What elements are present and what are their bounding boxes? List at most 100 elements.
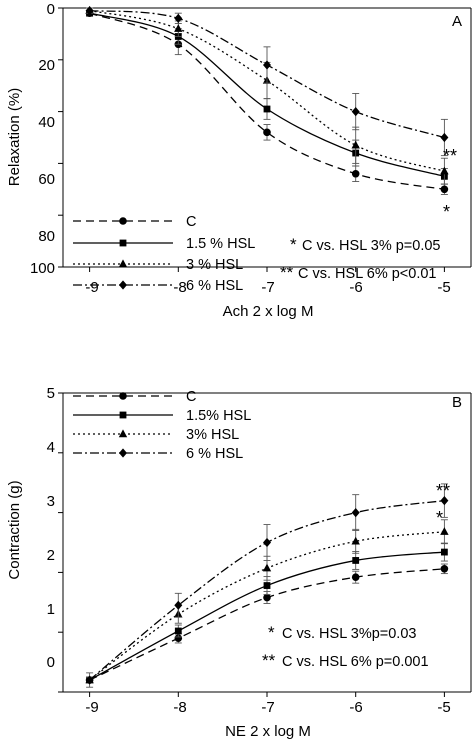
legend-marker <box>119 448 127 458</box>
panel-label: A <box>452 13 462 30</box>
data-point <box>263 105 271 113</box>
series-3-hsl <box>85 5 449 185</box>
panel-label: B <box>452 394 462 411</box>
legend-label: 1.5 % HSL <box>186 236 255 252</box>
data-point <box>351 107 360 117</box>
y-tick-label: 2 <box>47 547 55 564</box>
y-tick-label: 5 <box>47 385 55 402</box>
endpoint-mark: * <box>443 202 450 222</box>
significance-note: C vs. HSL 3%p=0.03 <box>282 626 416 642</box>
x-tick-label: -9 <box>85 699 98 716</box>
legend-marker <box>119 239 127 247</box>
y-tick-label: 0 <box>47 1 55 18</box>
legend-sample-c <box>73 392 173 400</box>
legend-sample-6-hsl <box>73 448 173 458</box>
endpoint-mark: ** <box>443 146 457 166</box>
y-tick-label: 1 <box>47 601 55 618</box>
y-tick-label: 20 <box>38 57 55 74</box>
x-tick-label: -6 <box>349 279 362 296</box>
data-point <box>174 627 182 635</box>
legend-label: 3% HSL <box>186 427 239 443</box>
legend: C 1.5 % HSL 3 % HSL 6 % HSL <box>73 214 255 294</box>
legend-marker <box>118 429 128 438</box>
legend-label: 3 % HSL <box>186 257 243 273</box>
data-point <box>263 582 271 589</box>
data-series <box>85 483 449 688</box>
data-point <box>263 128 271 137</box>
y-tick-label: 80 <box>38 228 55 245</box>
data-point <box>440 166 449 175</box>
data-point <box>85 5 94 16</box>
legend-sample-c <box>73 217 173 225</box>
series-line <box>89 9 445 172</box>
y-tick-label: 3 <box>47 493 55 510</box>
x-tick-label: -7 <box>261 699 274 716</box>
axis-ticks <box>58 392 445 697</box>
data-point <box>351 140 360 149</box>
y-tick-label: 0 <box>47 654 55 671</box>
legend: C 1.5% HSL 3% HSL 6 % HSL <box>73 389 251 462</box>
axis-ticks <box>58 7 445 272</box>
significance-note: C vs. HSL 6% p<0.01 <box>298 266 437 282</box>
y-tick-label: 40 <box>38 114 55 131</box>
x-tick-label: -5 <box>437 279 450 296</box>
panel-a: A Relaxation (%) Ach 2 x log M 0 20 40 6… <box>6 1 472 320</box>
significance-note: C vs. HSL 6% p=0.001 <box>282 654 429 670</box>
data-point <box>351 508 360 518</box>
plot-frame <box>62 7 472 268</box>
y-tick-label: 4 <box>47 439 55 456</box>
significance-star: ** <box>262 651 276 670</box>
panel-b: B Contraction (g) NE 2 x log M 0 1 2 3 4… <box>6 385 472 739</box>
data-point <box>174 24 183 32</box>
significance-star: ** <box>280 263 294 282</box>
x-tick-label: -8 <box>173 699 186 716</box>
x-axis-title: Ach 2 x log M <box>223 303 314 320</box>
data-point <box>174 13 183 23</box>
legend-label: 6 % HSL <box>186 278 243 294</box>
legend-marker <box>119 411 127 419</box>
data-point <box>174 600 183 610</box>
data-point <box>440 527 449 535</box>
x-tick-label: -5 <box>437 699 450 716</box>
legend-label: C <box>186 214 196 230</box>
significance-star: * <box>268 623 275 642</box>
series-line <box>89 12 445 190</box>
legend-marker <box>119 392 127 400</box>
y-axis-title: Relaxation (%) <box>6 88 23 186</box>
legend-label: 1.5% HSL <box>186 408 251 424</box>
data-point <box>262 563 272 572</box>
x-tick-label: -8 <box>173 279 186 296</box>
data-point <box>85 675 94 685</box>
legend-sample-3-hsl <box>73 429 173 438</box>
y-tick-label: 60 <box>38 171 55 188</box>
x-tick-label: -7 <box>261 279 274 296</box>
x-tick-label: -6 <box>349 699 362 716</box>
data-point <box>351 169 360 178</box>
legend-label: C <box>186 389 196 405</box>
data-point <box>351 573 360 581</box>
data-point <box>440 548 448 556</box>
data-series <box>85 5 449 195</box>
legend-marker <box>119 280 127 290</box>
data-point <box>351 536 360 545</box>
series-6-hsl <box>85 483 449 688</box>
legend-marker <box>119 217 127 225</box>
endpoint-mark: ** <box>436 481 450 501</box>
legend-sample-1-5-hsl <box>73 411 173 419</box>
data-point <box>263 60 271 70</box>
x-axis-title: NE 2 x log M <box>225 723 311 739</box>
data-point <box>263 537 271 548</box>
data-point <box>440 496 449 506</box>
legend-sample-1-5-hsl <box>73 239 173 247</box>
legend-marker <box>118 259 128 268</box>
significance-star: * <box>290 235 297 254</box>
data-point <box>352 557 360 564</box>
x-tick-label: -9 <box>85 279 98 296</box>
y-tick-label: 100 <box>30 260 55 277</box>
y-axis-title: Contraction (g) <box>6 480 23 579</box>
data-point <box>440 565 449 573</box>
endpoint-mark: * <box>436 508 443 528</box>
data-point <box>440 132 449 143</box>
data-point <box>440 185 449 194</box>
